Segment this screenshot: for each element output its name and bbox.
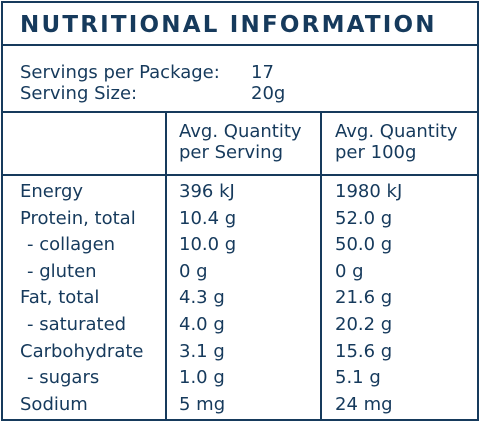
nutrient-name: - saturated <box>27 313 127 335</box>
table-row: - gluten 0 g 0 g <box>3 259 477 286</box>
per-serving-value: 1.0 g <box>179 367 225 389</box>
column-header-per-100g-line1: Avg. Quantity <box>335 121 458 142</box>
nutrient-name: Fat, total <box>20 287 100 309</box>
per-serving-value: 396 kJ <box>179 181 235 202</box>
column-divider-2 <box>320 113 322 419</box>
table-row: - collagen 10.0 g 50.0 g <box>3 232 477 259</box>
column-header-per-serving-line1: Avg. Quantity <box>179 121 302 142</box>
column-header-per-serving-line2: per Serving <box>179 142 284 163</box>
per-serving-value: 10.0 g <box>179 234 237 256</box>
nutrient-name: - gluten <box>27 260 97 282</box>
servings-per-package-value: 17 <box>251 62 274 83</box>
table-row: Sodium 5 mg 24 mg <box>3 392 477 419</box>
column-header-per-100g-line2: per 100g <box>335 142 417 163</box>
per-100g-value: 50.0 g <box>335 234 393 256</box>
table-row: Energy 396 kJ 1980 kJ <box>3 179 477 206</box>
nutrient-rows: Energy 396 kJ 1980 kJ Protein, total 10.… <box>3 179 477 418</box>
nutrient-name: Carbohydrate <box>20 340 144 362</box>
serving-size-label: Serving Size: <box>20 83 138 104</box>
table-row: - saturated 4.0 g 20.2 g <box>3 312 477 339</box>
per-serving-value: 3.1 g <box>179 340 225 362</box>
per-100g-value: 5.1 g <box>335 367 381 389</box>
table-row: Fat, total 4.3 g 21.6 g <box>3 285 477 312</box>
per-100g-value: 0 g <box>335 260 364 282</box>
column-divider-1 <box>165 113 167 419</box>
column-header-per-100g: Avg. Quantity per 100g <box>335 121 458 163</box>
table-row: - sugars 1.0 g 5.1 g <box>3 365 477 392</box>
panel-title: NUTRITIONAL INFORMATION <box>3 3 477 46</box>
per-100g-value: 24 mg <box>335 393 393 415</box>
servings-per-package-label: Servings per Package: <box>20 62 220 83</box>
per-serving-value: 0 g <box>179 260 208 282</box>
serving-size-value: 20g <box>251 83 286 104</box>
nutrient-name: - sugars <box>27 367 100 389</box>
per-100g-value: 21.6 g <box>335 287 393 309</box>
per-100g-value: 20.2 g <box>335 313 393 335</box>
nutrient-name: - collagen <box>27 234 116 256</box>
per-100g-value: 1980 kJ <box>335 181 403 202</box>
column-header-per-serving: Avg. Quantity per Serving <box>179 121 302 163</box>
per-serving-value: 10.4 g <box>179 207 237 229</box>
per-serving-value: 5 mg <box>179 393 226 415</box>
table-row: Carbohydrate 3.1 g 15.6 g <box>3 339 477 366</box>
nutrient-name: Sodium <box>20 393 88 415</box>
per-serving-value: 4.0 g <box>179 313 225 335</box>
header-divider <box>3 174 477 176</box>
table-row: Protein, total 10.4 g 52.0 g <box>3 206 477 233</box>
per-serving-value: 4.3 g <box>179 287 225 309</box>
per-100g-value: 52.0 g <box>335 207 393 229</box>
nutrient-name: Energy <box>20 181 84 202</box>
nutrient-name: Protein, total <box>20 207 136 229</box>
servings-section: Servings per Package: 17 Serving Size: 2… <box>3 46 477 113</box>
per-100g-value: 15.6 g <box>335 340 393 362</box>
